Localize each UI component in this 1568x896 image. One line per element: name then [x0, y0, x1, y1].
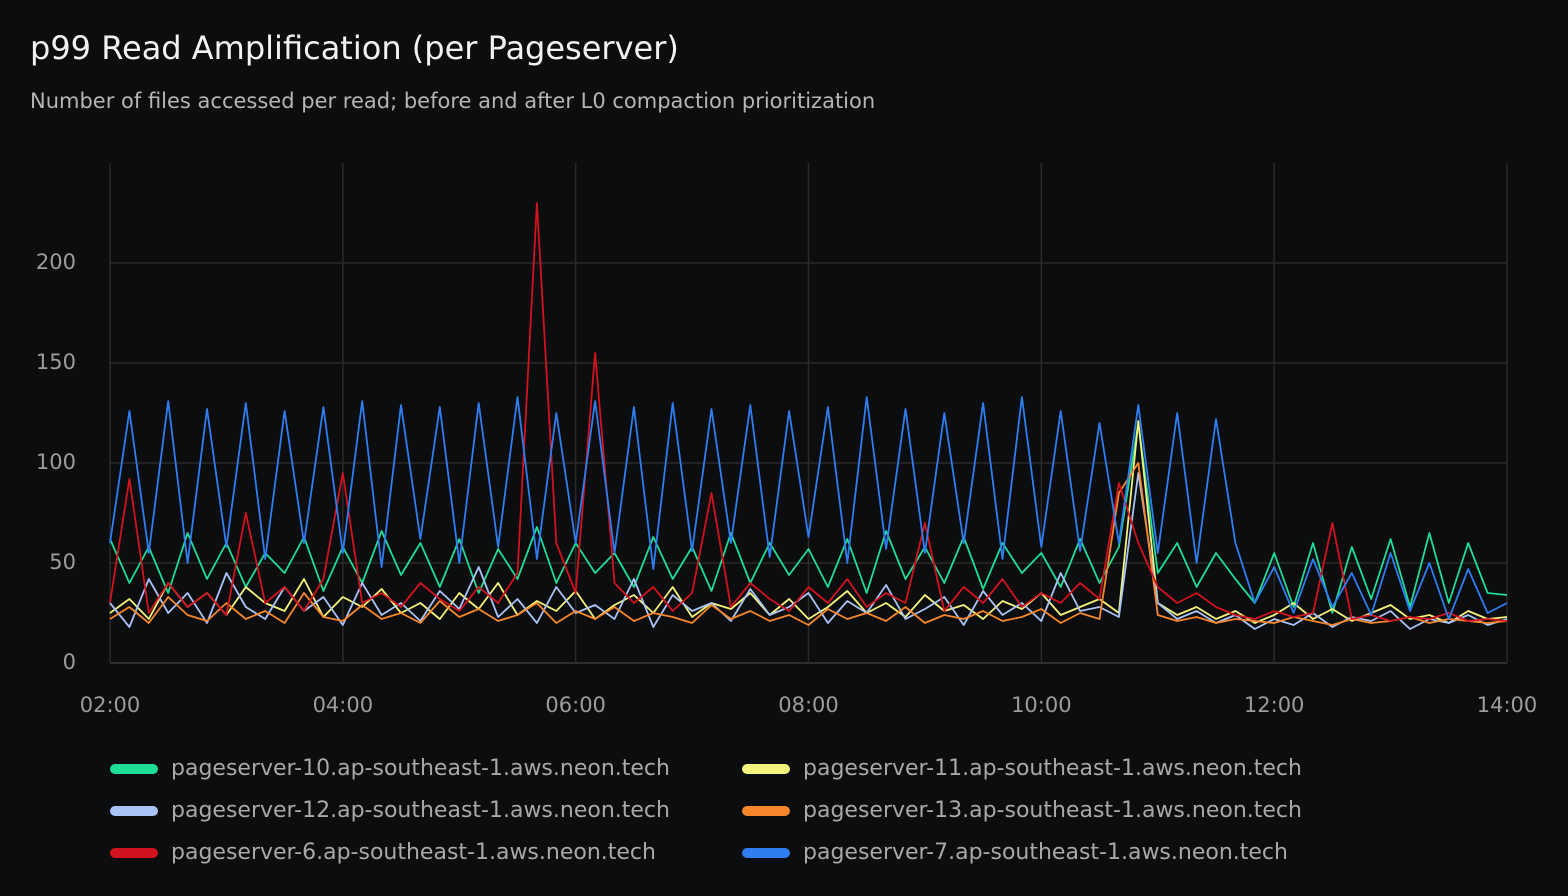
series-line	[109, 420, 1508, 624]
x-tick-label: 12:00	[1244, 693, 1305, 717]
legend-label: pageserver-11.ap-southeast-1.aws.neon.te…	[803, 756, 1302, 781]
series-line	[109, 202, 1508, 622]
y-tick-label: 200	[36, 250, 76, 274]
x-tick-label: 10:00	[1011, 693, 1072, 717]
legend-swatch	[110, 806, 158, 816]
legend-swatch	[110, 848, 158, 858]
y-tick-label: 50	[49, 550, 76, 574]
x-tick-label: 08:00	[778, 693, 839, 717]
legend-label: pageserver-7.ap-southeast-1.aws.neon.tec…	[803, 840, 1288, 865]
y-tick-label: 100	[36, 450, 76, 474]
legend-label: pageserver-10.ap-southeast-1.aws.neon.te…	[171, 756, 670, 781]
legend-label: pageserver-13.ap-southeast-1.aws.neon.te…	[803, 798, 1302, 823]
legend-swatch	[742, 848, 790, 858]
x-tick-label: 06:00	[545, 693, 606, 717]
plot-lines	[109, 202, 1508, 630]
x-tick-label: 02:00	[80, 693, 141, 717]
series-line	[109, 396, 1508, 620]
grid: 0 50 100 150 200 02:00 04:00 06:00 08:00 10:00 12:…	[36, 163, 1537, 717]
legend-swatch	[110, 764, 158, 774]
series-line	[109, 472, 1508, 630]
chart-subtitle: Number of files accessed per read; befor…	[30, 89, 875, 113]
x-tick-label: 04:00	[313, 693, 374, 717]
y-tick-label: 150	[36, 350, 76, 374]
x-tick-label: 14:00	[1477, 693, 1538, 717]
series-line	[109, 462, 1508, 626]
legend-swatch	[742, 764, 790, 774]
legend: pageserver-10.ap-southeast-1.aws.neon.te…	[110, 756, 1302, 865]
legend-swatch	[742, 806, 790, 816]
legend-label: pageserver-6.ap-southeast-1.aws.neon.tec…	[171, 840, 656, 865]
chart-title: p99 Read Amplification (per Pageserver)	[30, 29, 679, 67]
legend-label: pageserver-12.ap-southeast-1.aws.neon.te…	[171, 798, 670, 823]
y-tick-label: 0	[63, 650, 76, 674]
